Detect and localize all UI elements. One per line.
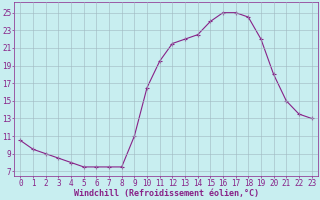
X-axis label: Windchill (Refroidissement éolien,°C): Windchill (Refroidissement éolien,°C): [74, 189, 259, 198]
